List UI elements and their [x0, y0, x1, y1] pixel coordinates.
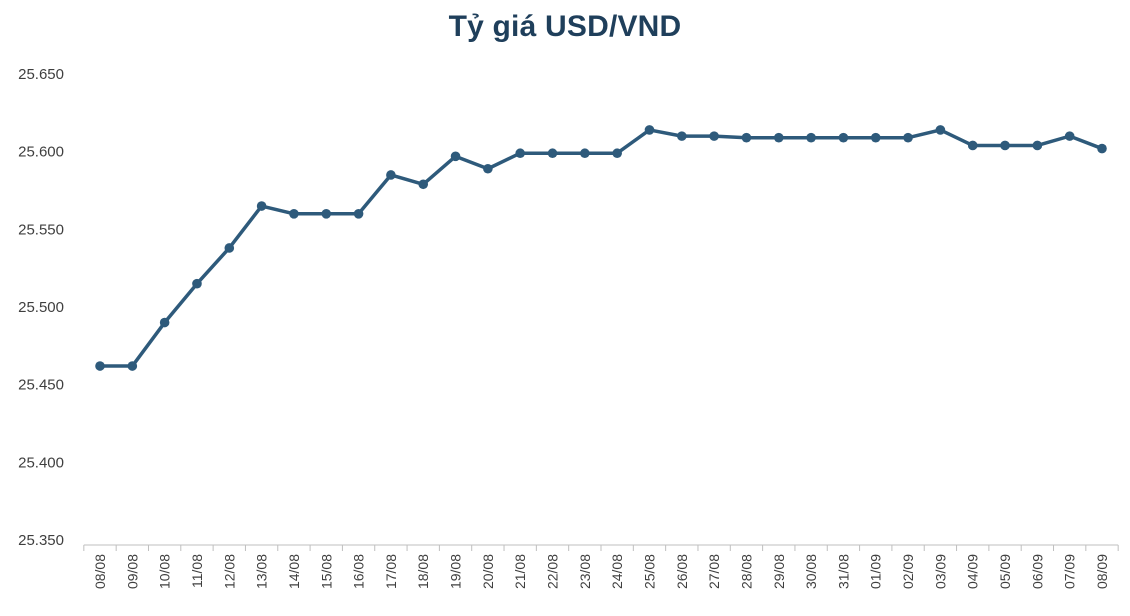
x-tick-label: 07/09: [1062, 554, 1078, 589]
x-tick-label: 01/09: [868, 554, 884, 589]
data-point: [773, 132, 784, 143]
x-tick-label: 11/08: [189, 554, 205, 588]
data-point: [1000, 140, 1010, 151]
x-tick-label: 05/09: [997, 554, 1013, 589]
x-tick-label: 20/08: [480, 554, 496, 589]
data-point: [483, 163, 493, 174]
data-point: [644, 125, 655, 135]
data-point: [1097, 143, 1107, 154]
data-point: [903, 132, 913, 143]
data-point: [159, 317, 170, 328]
data-point: [321, 209, 332, 219]
data-point: [741, 132, 752, 143]
x-tick-label: 28/08: [738, 554, 754, 589]
data-point: [547, 148, 558, 159]
x-tick-label: 27/08: [706, 554, 722, 589]
y-tick-label: 25.350: [18, 532, 64, 549]
y-tick-label: 25.550: [18, 221, 64, 238]
data-point: [677, 131, 687, 141]
data-point: [1032, 140, 1043, 151]
x-tick-label: 30/08: [803, 554, 819, 589]
data-point: [127, 361, 138, 371]
data-point: [935, 125, 946, 135]
data-point: [418, 179, 429, 190]
x-tick-label: 10/08: [157, 554, 173, 589]
x-axis: [83, 544, 1119, 551]
x-tick-label: 08/09: [1094, 554, 1110, 589]
data-point: [838, 132, 849, 143]
y-tick-label: 25.600: [18, 144, 64, 161]
data-point: [386, 170, 396, 180]
data-point: [256, 201, 267, 211]
x-tick-label: 04/09: [965, 554, 981, 589]
x-tick-label: 26/08: [674, 554, 690, 589]
x-tick-label: 02/09: [900, 554, 916, 589]
x-tick-label: 18/08: [415, 554, 431, 589]
y-tick-label: 25.500: [18, 299, 64, 316]
data-point: [709, 131, 719, 141]
x-tick-label: 23/08: [577, 554, 593, 589]
data-point: [806, 132, 816, 143]
data-point: [450, 151, 461, 162]
data-point: [289, 209, 299, 219]
x-axis-ticks: 08/08 09/08 10/08 11/08 12/08 13/08 14/08 15/08…: [92, 554, 1110, 589]
series-layer: [95, 125, 1107, 371]
x-tick-label: 19/08: [448, 554, 464, 589]
x-tick-label: 24/08: [609, 554, 625, 589]
y-tick-label: 25.450: [18, 377, 64, 394]
data-point: [967, 140, 978, 151]
x-tick-label: 15/08: [318, 554, 334, 589]
x-tick-label: 16/08: [351, 554, 367, 589]
x-tick-label: 22/08: [545, 554, 561, 589]
data-point: [580, 148, 590, 159]
x-tick-label: 12/08: [221, 554, 237, 589]
x-tick-label: 09/08: [124, 554, 140, 589]
data-point: [95, 361, 105, 371]
data-point: [612, 148, 622, 159]
x-tick-label: 31/08: [835, 554, 851, 589]
data-point: [353, 209, 364, 219]
x-tick-label: 14/08: [286, 554, 302, 589]
x-tick-label: 13/08: [254, 554, 270, 589]
chart-title: Tỷ giá USD/VND: [448, 10, 682, 43]
data-point: [515, 148, 525, 159]
y-axis-ticks: 25.350 25.400 25.450 25.500 25.550 25.600 25.6…: [18, 66, 64, 549]
x-tick-label: 03/09: [932, 554, 948, 589]
x-tick-label: 17/08: [383, 554, 399, 589]
series-line: [100, 128, 1103, 368]
data-point: [870, 132, 881, 143]
data-point: [1064, 131, 1075, 141]
data-point: [224, 243, 235, 253]
data-point: [192, 278, 202, 289]
x-tick-label: 29/08: [771, 554, 787, 589]
x-tick-label: 08/08: [92, 554, 108, 589]
x-tick-label: 21/08: [512, 554, 528, 589]
x-tick-label: 25/08: [641, 554, 657, 589]
y-tick-label: 25.400: [18, 454, 64, 471]
x-tick-label: 06/09: [1029, 554, 1045, 589]
y-tick-label: 25.650: [18, 66, 64, 83]
